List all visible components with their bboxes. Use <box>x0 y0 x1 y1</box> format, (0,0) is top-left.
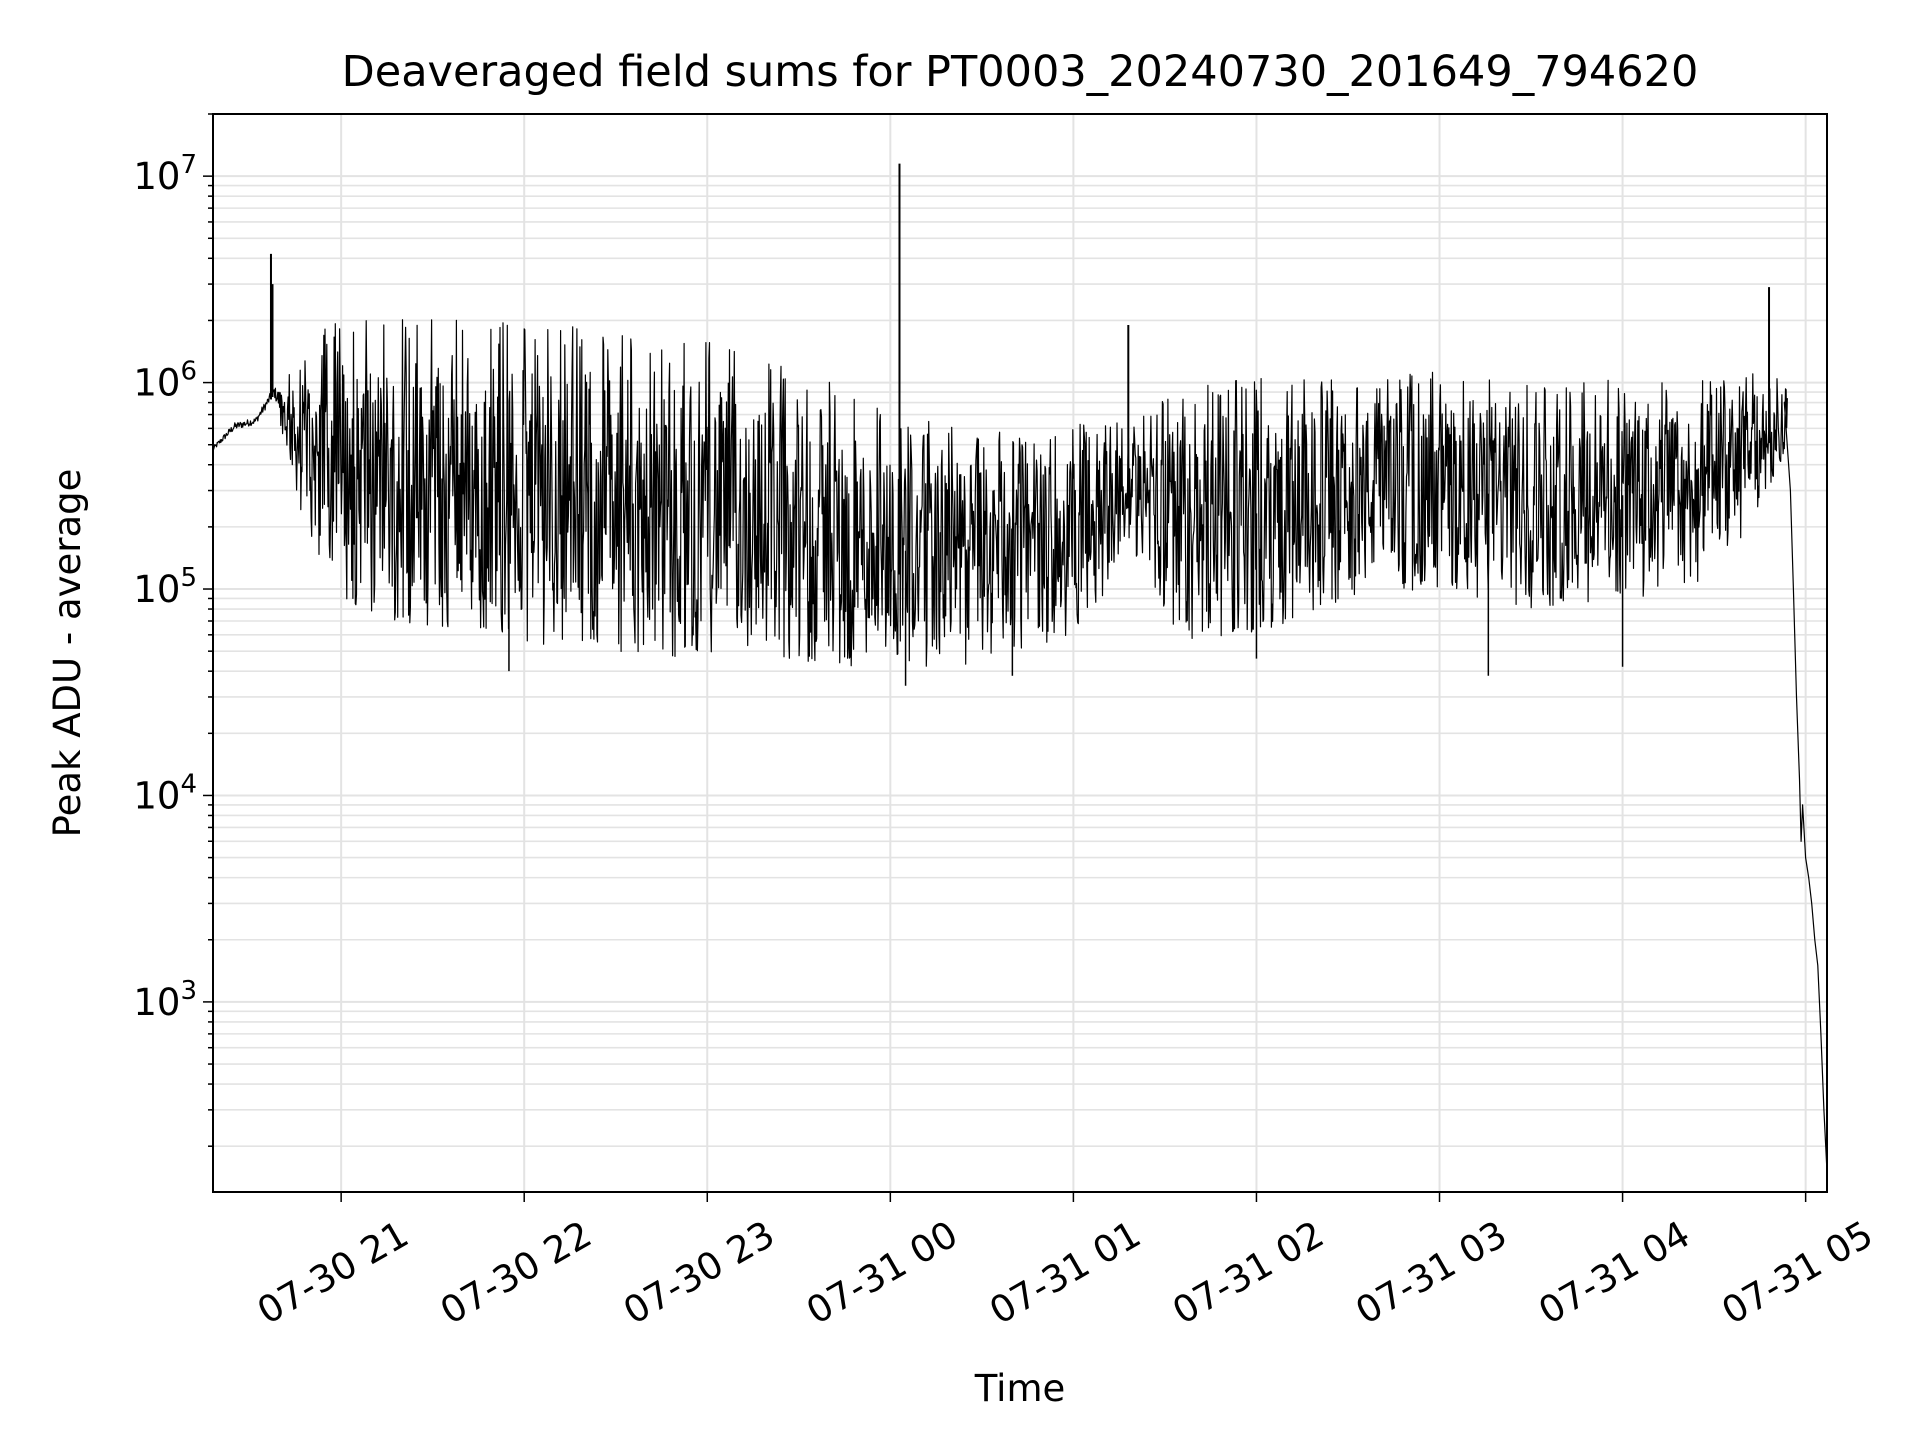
y-tick-exponent: 6 <box>180 357 197 387</box>
x-tick-label: 07-31 04 <box>1532 1213 1698 1333</box>
y-tick-label: 104 <box>133 769 197 817</box>
y-tick-exponent: 7 <box>180 150 197 180</box>
plot-frame <box>212 113 1828 1193</box>
x-tick-label: 07-30 21 <box>250 1213 416 1333</box>
y-tick-label: 105 <box>133 563 197 611</box>
x-tick-label: 07-31 01 <box>982 1213 1148 1333</box>
y-tick-base: 10 <box>133 155 180 198</box>
y-tick-base: 10 <box>133 362 180 405</box>
y-tick-base: 10 <box>133 568 180 611</box>
x-axis: 07-30 21 07-30 22 07-30 23 07-31 00 07-31 01… <box>250 1192 1880 1333</box>
x-tick-label: 07-31 03 <box>1348 1213 1514 1333</box>
y-axis-label: Peak ADU - average <box>46 469 89 838</box>
x-tick-label: 07-30 22 <box>433 1213 599 1333</box>
x-axis-label: Time <box>974 1367 1066 1410</box>
x-tick-label: 07-31 02 <box>1165 1213 1331 1333</box>
y-tick-label: 103 <box>133 976 197 1024</box>
x-tick-label: 07-30 23 <box>616 1213 782 1333</box>
y-tick-exponent: 4 <box>180 769 197 799</box>
y-tick-exponent: 3 <box>180 976 197 1006</box>
y-tick-base: 10 <box>133 981 180 1024</box>
x-tick-label: 07-31 05 <box>1715 1213 1881 1333</box>
series-line <box>212 319 1828 1173</box>
y-tick-label: 107 <box>133 150 197 198</box>
x-tick-label: 07-31 00 <box>799 1213 965 1333</box>
data-series <box>212 163 1828 1173</box>
y-tick-base: 10 <box>133 774 180 817</box>
y-tick-exponent: 5 <box>180 563 197 593</box>
y-tick-label: 106 <box>133 357 197 405</box>
grid <box>213 113 1827 1192</box>
chart-title: Deaveraged field sums for PT0003_2024073… <box>342 47 1699 97</box>
